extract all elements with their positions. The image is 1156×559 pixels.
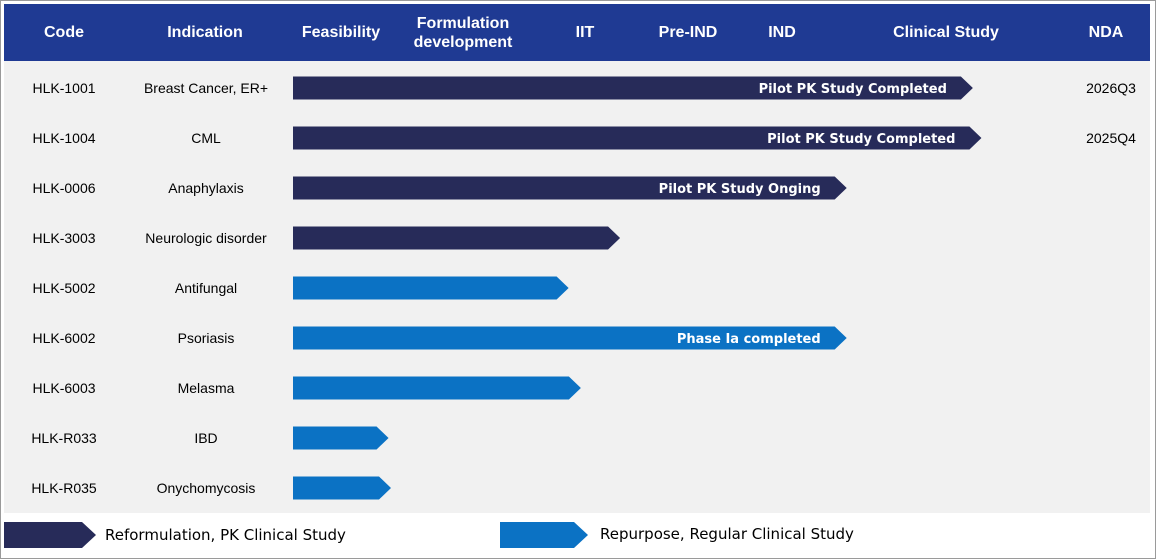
table-row: HLK-6002 Psoriasis (0, 313, 1156, 363)
legend-swatch-reformulation (4, 522, 96, 548)
row-code: HLK-6003 (32, 380, 96, 396)
row-indication: Breast Cancer, ER+ (143, 80, 269, 96)
row-code: HLK-1004 (32, 130, 96, 146)
progress-bar-hlk-1004 (293, 126, 982, 150)
row-nda: 2025Q4 (1086, 130, 1136, 146)
header-pre-ind: Pre-IND (658, 24, 718, 41)
header-feasibility: Feasibility (301, 24, 381, 41)
legend-swatch-repurpose (500, 522, 588, 548)
table-row: HLK-R035 Onychomycosis (0, 463, 1156, 513)
row-code: HLK-R033 (31, 430, 97, 446)
bar-label-hlk-0006: Pilot PK Study Onging (659, 182, 821, 197)
header-ind: IND (768, 24, 796, 41)
bar-label-hlk-6002: Phase Ia completed (677, 332, 821, 347)
row-nda: 2026Q3 (1086, 80, 1136, 96)
progress-bar-hlk-r033 (293, 426, 389, 450)
header-formulation-development: Formulation development (413, 14, 513, 51)
header-bar: Code Indication Feasibility Formulation … (4, 4, 1150, 61)
bar-label-hlk-1001: Pilot PK Study Completed (759, 82, 947, 97)
row-code: HLK-6002 (32, 330, 96, 346)
row-indication: Anaphylaxis (168, 180, 244, 196)
header-iit: IIT (575, 24, 595, 41)
row-indication: CML (191, 130, 221, 146)
row-indication: Onychomycosis (156, 480, 256, 496)
progress-bar-hlk-3003 (293, 226, 621, 250)
progress-bar-hlk-6002 (293, 326, 847, 350)
row-code: HLK-5002 (32, 280, 96, 296)
legend-label-reformulation: Reformulation, PK Clinical Study (105, 526, 346, 544)
header-indication: Indication (167, 24, 243, 41)
progress-bar-hlk-0006 (293, 176, 847, 200)
table-row: HLK-3003 Neurologic disorder (0, 213, 1156, 263)
table-row: HLK-1004 CML 2025Q4 (0, 113, 1156, 163)
row-indication: IBD (194, 430, 218, 446)
row-indication: Melasma (177, 380, 235, 396)
row-code: HLK-3003 (32, 230, 96, 246)
table-row: HLK-5002 Antifungal (0, 263, 1156, 313)
progress-bar-hlk-6003 (293, 376, 581, 400)
table-row: HLK-6003 Melasma (0, 363, 1156, 413)
table-row: HLK-1001 Breast Cancer, ER+ 2026Q3 (0, 63, 1156, 113)
row-code: HLK-R035 (31, 480, 97, 496)
header-clinical-study: Clinical Study (893, 24, 999, 41)
table-row: HLK-0006 Anaphylaxis (0, 163, 1156, 213)
bar-label-hlk-1004: Pilot PK Study Completed (767, 132, 955, 147)
progress-bar-hlk-1001 (293, 76, 973, 100)
table-row: HLK-R033 IBD (0, 413, 1156, 463)
row-code: HLK-0006 (32, 180, 96, 196)
row-indication: Neurologic disorder (145, 230, 267, 246)
legend-label-repurpose: Repurpose, Regular Clinical Study (600, 525, 854, 543)
progress-bar-hlk-5002 (293, 276, 569, 300)
header-code: Code (44, 24, 84, 41)
progress-bar-hlk-r035 (293, 476, 391, 500)
row-indication: Psoriasis (177, 330, 235, 346)
row-indication: Antifungal (174, 280, 238, 296)
header-nda: NDA (1088, 24, 1124, 41)
row-code: HLK-1001 (32, 80, 96, 96)
